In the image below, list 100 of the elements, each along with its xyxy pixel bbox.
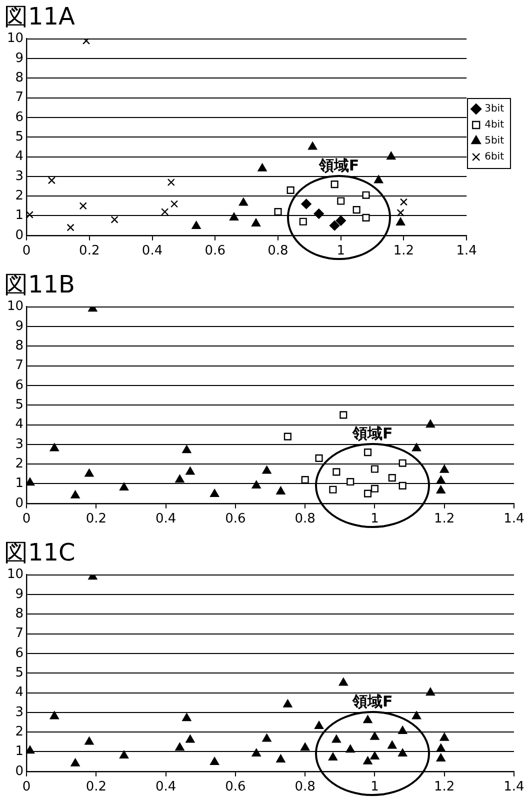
legend-label: 6bit: [484, 152, 504, 163]
x-tick-label: 1.4: [456, 244, 477, 259]
point: [252, 748, 261, 757]
legend-label: 4bit: [484, 120, 504, 131]
point: [300, 742, 310, 751]
point: [398, 482, 406, 490]
x-tick-label: 0.2: [86, 512, 107, 527]
y-tick-label: 1: [15, 744, 24, 760]
y-tick-label: 3: [15, 168, 24, 184]
x-tick-label: 0.2: [79, 244, 100, 259]
y-tick-label: 8: [15, 70, 24, 86]
point: [315, 454, 323, 462]
y-tick-label: 9: [15, 586, 24, 602]
point: [426, 688, 435, 696]
point: [388, 740, 397, 749]
x-tick-label: 1.2: [434, 512, 455, 527]
chart-title: 図11A: [4, 2, 76, 31]
point: [346, 478, 354, 486]
point: [436, 744, 446, 752]
x-tick-label: 0.6: [225, 512, 246, 527]
point: [412, 443, 422, 452]
point: [412, 711, 422, 720]
point: [308, 142, 318, 150]
point: [346, 744, 355, 753]
y-tick-label: 4: [15, 149, 24, 164]
point: [398, 459, 406, 467]
point: [186, 466, 195, 475]
point: [286, 186, 294, 194]
y-tick-label: 2: [15, 724, 24, 740]
point: [170, 200, 178, 208]
point: [440, 732, 449, 741]
x-tick-label: 1: [370, 780, 379, 795]
x-tick-label: 1: [336, 244, 346, 259]
point: [374, 175, 384, 184]
point: [386, 152, 396, 160]
point: [70, 490, 80, 498]
point: [252, 480, 261, 489]
y-tick-label: 0: [15, 496, 24, 511]
y-tick-label: 2: [15, 188, 24, 204]
point: [352, 206, 360, 214]
point: [84, 468, 94, 477]
point: [340, 411, 348, 419]
y-tick-label: 6: [15, 110, 24, 125]
x-tick-label: 0.6: [225, 780, 246, 795]
point: [167, 178, 175, 186]
point: [398, 748, 408, 757]
y-tick-label: 6: [15, 646, 24, 661]
point: [363, 756, 372, 764]
y-tick-label: 0: [15, 764, 24, 779]
annotation: 領域F: [318, 156, 360, 174]
point: [276, 754, 286, 762]
point: [274, 208, 282, 216]
y-tick-label: 7: [15, 358, 24, 374]
point: [337, 197, 345, 205]
point: [314, 721, 324, 730]
y-tick-label: 2: [15, 456, 24, 472]
point: [440, 464, 449, 473]
point: [84, 736, 94, 745]
point: [262, 734, 272, 742]
point: [26, 746, 35, 754]
point: [301, 476, 309, 484]
x-tick-label: 0.4: [155, 512, 176, 527]
point: [283, 699, 292, 708]
x-tick-label: 1.4: [504, 780, 524, 795]
point: [436, 754, 446, 762]
point: [210, 757, 220, 766]
y-tick-label: 10: [6, 567, 24, 582]
y-tick-label: 7: [15, 90, 24, 106]
point: [396, 218, 406, 226]
annotation: 領域F: [352, 692, 393, 710]
point: [396, 209, 404, 217]
y-tick-label: 9: [15, 318, 24, 334]
point: [370, 465, 379, 473]
point: [276, 486, 286, 494]
x-tick-label: 0.2: [86, 780, 107, 795]
point: [48, 176, 56, 184]
y-tick-label: 1: [15, 208, 24, 224]
point: [330, 180, 338, 188]
point: [426, 420, 435, 428]
y-tick-label: 10: [6, 31, 24, 46]
point: [436, 476, 446, 484]
x-tick-label: 1.2: [393, 244, 414, 259]
x-tick-label: 1.2: [434, 780, 455, 795]
x-tick-label: 0.4: [155, 780, 176, 795]
point: [400, 198, 408, 206]
point: [370, 732, 380, 740]
point: [329, 220, 340, 231]
point: [252, 218, 260, 226]
x-tick-label: 0.4: [142, 244, 163, 259]
point: [182, 713, 192, 722]
x-tick-label: 0.8: [294, 780, 316, 795]
y-tick-label: 9: [15, 50, 24, 66]
point: [182, 445, 192, 454]
point: [192, 221, 201, 230]
point: [362, 191, 370, 199]
y-tick-label: 0: [15, 228, 24, 243]
point: [299, 218, 307, 226]
point: [110, 216, 118, 224]
point: [370, 484, 379, 492]
point: [332, 734, 341, 743]
